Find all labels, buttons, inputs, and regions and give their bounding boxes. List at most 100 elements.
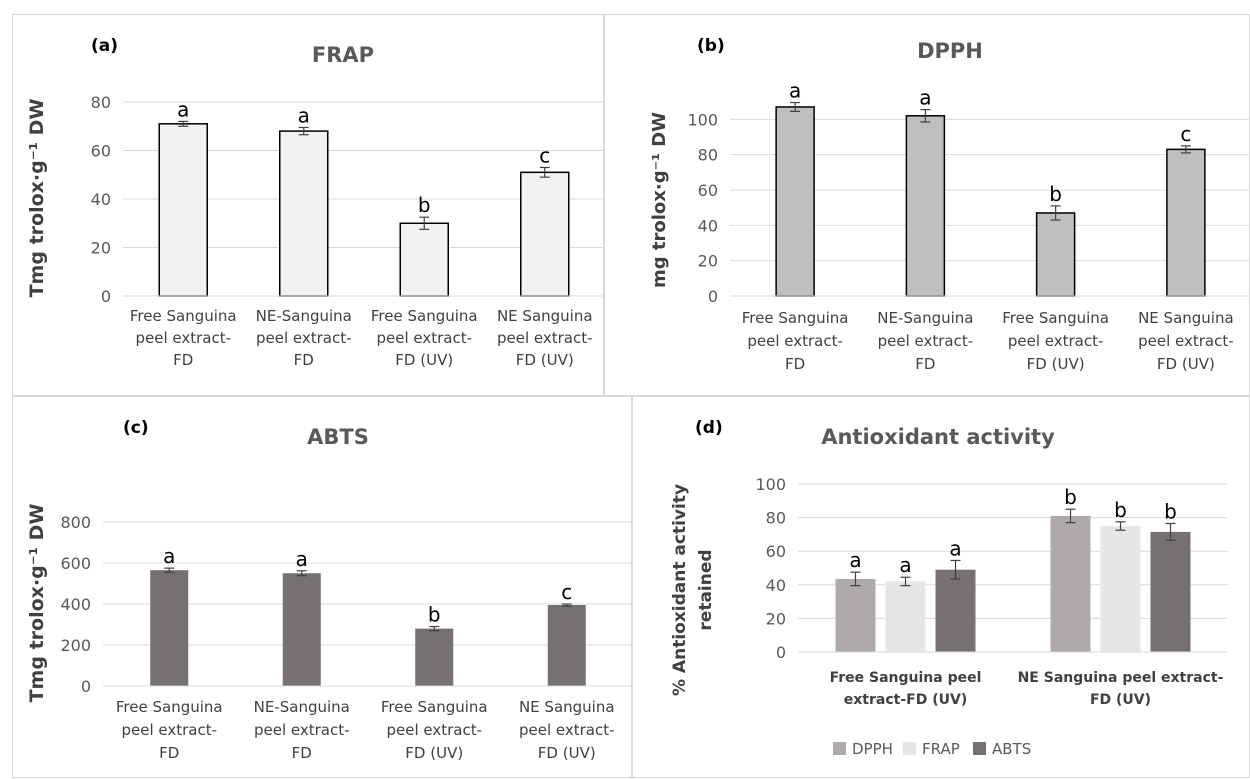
y-tick-label: 20 bbox=[91, 239, 111, 258]
x-category-label: Free Sanguina bbox=[1002, 309, 1109, 327]
y-tick-label: 0 bbox=[81, 677, 91, 696]
x-category-label: peel extract- bbox=[121, 721, 217, 739]
y-tick-label: 80 bbox=[766, 509, 786, 528]
significance-letter: a bbox=[296, 547, 308, 571]
y-tick-label: 600 bbox=[60, 554, 91, 573]
x-category-label: FD (UV) bbox=[1027, 355, 1085, 373]
legend-swatch bbox=[903, 742, 916, 755]
x-category-label: peel extract- bbox=[497, 329, 593, 347]
x-category-label: FD bbox=[292, 744, 312, 762]
significance-letter: a bbox=[177, 97, 189, 121]
y-tick-label: 0 bbox=[708, 287, 718, 306]
bar bbox=[158, 123, 208, 297]
frap-chart: (a) FRAP Tmg trolox·g⁻¹ DW 0 20 40 60 80 a a b c Fre… bbox=[26, 36, 605, 369]
legend-swatch bbox=[833, 742, 846, 755]
x-category-label: FD (UV) bbox=[1157, 355, 1215, 373]
y-tick-label: 60 bbox=[91, 142, 111, 161]
y-tick-label: 20 bbox=[698, 252, 718, 271]
y-axis-label: % Antioxidant activity bbox=[670, 484, 690, 696]
dpph-chart: (b) DPPH mg trolox·g⁻¹ DW 0 20 40 60 80 100 a a b c F… bbox=[649, 36, 1250, 373]
antioxidant-activity-chart: (d) Antioxidant activity % Antioxidant act… bbox=[670, 418, 1228, 758]
antioxidant-activity-chart-panel: (d) Antioxidant activity % Antioxidant act… bbox=[632, 396, 1250, 778]
significance-letter: b bbox=[428, 603, 441, 627]
significance-letter: b bbox=[1049, 182, 1062, 206]
x-category-label: NE-Sanguina bbox=[256, 307, 352, 325]
x-category-label: NE-Sanguina bbox=[877, 309, 973, 327]
significance-letter: a bbox=[298, 103, 310, 127]
x-category-label: FD bbox=[785, 355, 805, 373]
x-category-label: peel extract- bbox=[256, 329, 352, 347]
legend-label: DPPH bbox=[852, 740, 893, 758]
x-category-label: Free Sanguina bbox=[381, 698, 488, 716]
significance-letter: a bbox=[849, 548, 861, 572]
bar bbox=[835, 578, 876, 652]
y-tick-label: 60 bbox=[766, 542, 786, 561]
x-category-label: FD (UV) bbox=[405, 744, 463, 762]
y-tick-label: 0 bbox=[776, 643, 786, 662]
bar bbox=[279, 130, 329, 297]
significance-letter: b bbox=[1164, 499, 1177, 523]
y-tick-label: 40 bbox=[766, 576, 786, 595]
y-axis-label: mg trolox·g⁻¹ DW bbox=[649, 112, 670, 288]
bar bbox=[399, 222, 449, 297]
significance-letter: a bbox=[949, 536, 961, 560]
significance-letter: b bbox=[1064, 485, 1077, 509]
panel-label: (c) bbox=[123, 418, 149, 438]
panel-label: (b) bbox=[697, 36, 725, 56]
x-category-label: peel extract- bbox=[519, 721, 615, 739]
y-tick-label: 400 bbox=[60, 595, 91, 614]
x-category-label: FD bbox=[159, 744, 179, 762]
significance-letter: c bbox=[539, 143, 550, 167]
x-category-label: FD (UV) bbox=[1090, 692, 1151, 708]
frap-chart-panel: (a) FRAP Tmg trolox·g⁻¹ DW 0 20 40 60 80 a a b c Fre… bbox=[12, 14, 605, 396]
y-tick-label: 100 bbox=[687, 110, 718, 129]
chart-title: FRAP bbox=[312, 43, 374, 67]
x-category-label: FD (UV) bbox=[516, 351, 574, 369]
x-category-label: peel extract- bbox=[386, 721, 482, 739]
y-tick-label: 200 bbox=[60, 636, 91, 655]
bar bbox=[282, 573, 321, 686]
bar bbox=[1035, 212, 1076, 297]
bar bbox=[520, 171, 570, 297]
panel-label: (a) bbox=[91, 36, 118, 56]
bar bbox=[547, 605, 586, 686]
x-category-label: NE Sanguina bbox=[497, 307, 593, 325]
legend-swatch bbox=[973, 742, 986, 755]
x-category-label: peel extract- bbox=[254, 721, 350, 739]
y-axis-label: Tmg trolox·g⁻¹ DW bbox=[26, 504, 48, 703]
x-category-label: Free Sanguina bbox=[742, 309, 849, 327]
x-category-label: extract-FD (UV) bbox=[844, 692, 967, 708]
significance-letter: a bbox=[789, 79, 801, 103]
bar bbox=[775, 106, 815, 297]
bar bbox=[935, 569, 976, 652]
x-category-label: FD (UV) bbox=[395, 351, 453, 369]
x-category-label: NE Sanguina bbox=[519, 698, 615, 716]
panel-label: (d) bbox=[695, 418, 723, 438]
x-category-label: peel extract- bbox=[376, 329, 472, 347]
x-category-label: peel extract- bbox=[1138, 332, 1234, 350]
x-category-label: FD (UV) bbox=[538, 744, 596, 762]
y-tick-label: 40 bbox=[91, 190, 111, 209]
bar bbox=[885, 581, 926, 652]
chart-title: Antioxidant activity bbox=[821, 425, 1055, 449]
y-tick-label: 80 bbox=[91, 93, 111, 112]
dpph-chart-panel: (b) DPPH mg trolox·g⁻¹ DW 0 20 40 60 80 100 a a b c F… bbox=[604, 14, 1250, 396]
x-category-label: peel extract- bbox=[135, 329, 231, 347]
bar bbox=[415, 628, 454, 686]
significance-letter: a bbox=[899, 553, 911, 577]
significance-letter: c bbox=[1180, 122, 1191, 146]
x-category-label: peel extract- bbox=[878, 332, 974, 350]
legend-label: FRAP bbox=[922, 740, 960, 758]
x-category-label: peel extract- bbox=[747, 332, 843, 350]
bar bbox=[1166, 148, 1206, 297]
x-category-label: peel extract- bbox=[1008, 332, 1104, 350]
x-category-label: Free Sanguina peel bbox=[830, 670, 982, 686]
significance-letter: a bbox=[919, 86, 931, 110]
bar bbox=[150, 570, 189, 686]
y-tick-label: 40 bbox=[698, 216, 718, 235]
x-category-label: FD bbox=[294, 351, 314, 369]
y-tick-label: 80 bbox=[698, 146, 718, 165]
bar bbox=[1050, 515, 1091, 652]
x-category-label: Free Sanguina bbox=[371, 307, 478, 325]
y-tick-label: 60 bbox=[698, 181, 718, 200]
